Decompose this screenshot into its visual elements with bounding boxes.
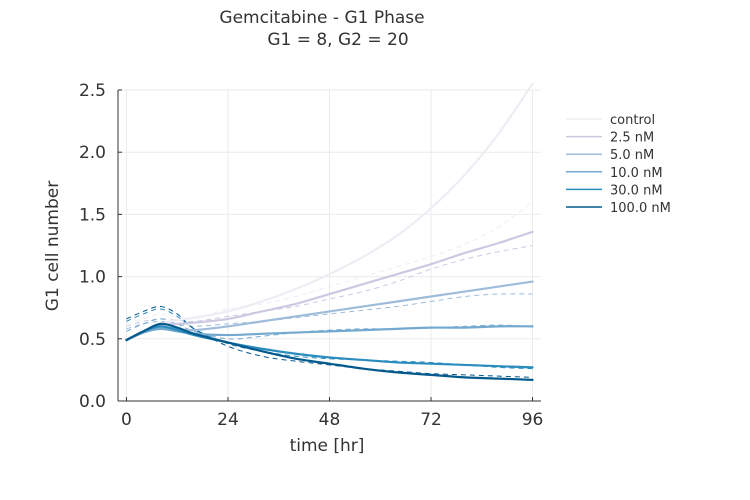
y-tick-label: 1.5 <box>79 205 106 225</box>
observed-line-series-0 <box>126 201 533 325</box>
y-tick-label: 2.5 <box>79 81 106 101</box>
model-lines <box>125 82 534 381</box>
x-tick-label: 96 <box>522 410 544 430</box>
model-line-series-0 <box>125 82 534 342</box>
y-tick-label: 0.0 <box>79 392 106 412</box>
chart-title: Gemcitabine - G1 Phase <box>219 8 424 28</box>
y-axis-label: G1 cell number <box>43 181 63 311</box>
legend-label-1: 2.5 nM <box>610 131 654 146</box>
y-tick-label: 0.5 <box>79 330 106 350</box>
legend-label-0: control <box>610 113 655 128</box>
x-tick-label: 72 <box>420 410 442 430</box>
x-tick-label: 24 <box>217 410 239 430</box>
x-ticks: 0 24 48 72 96 <box>121 397 543 430</box>
y-ticks: 0.0 0.5 1.0 1.5 2.0 2.5 <box>79 81 122 412</box>
model-line-series-5 <box>125 322 534 381</box>
observed-line-series-5 <box>126 305 533 378</box>
x-tick-label: 0 <box>121 410 132 430</box>
legend-label-2: 5.0 nM <box>610 148 654 163</box>
chart-subtitle: G1 = 8, G2 = 20 <box>267 30 408 50</box>
y-tick-label: 1.0 <box>79 268 106 288</box>
x-axis-label: time [hr] <box>290 436 365 456</box>
legend-label-4: 30.0 nM <box>610 183 663 198</box>
y-tick-label: 2.0 <box>79 143 106 163</box>
observed-line-series-1 <box>126 245 533 327</box>
model-line-series-3 <box>125 325 534 342</box>
legend: control 2.5 nM 5.0 nM 10.0 nM 30.0 nM 100.0 n… <box>566 113 671 216</box>
model-line-series-4 <box>125 325 534 369</box>
legend-label-5: 100.0 nM <box>610 201 671 216</box>
x-tick-label: 48 <box>319 410 341 430</box>
observed-line-series-4 <box>126 308 533 370</box>
grid <box>118 89 541 402</box>
legend-label-3: 10.0 nM <box>610 166 663 181</box>
